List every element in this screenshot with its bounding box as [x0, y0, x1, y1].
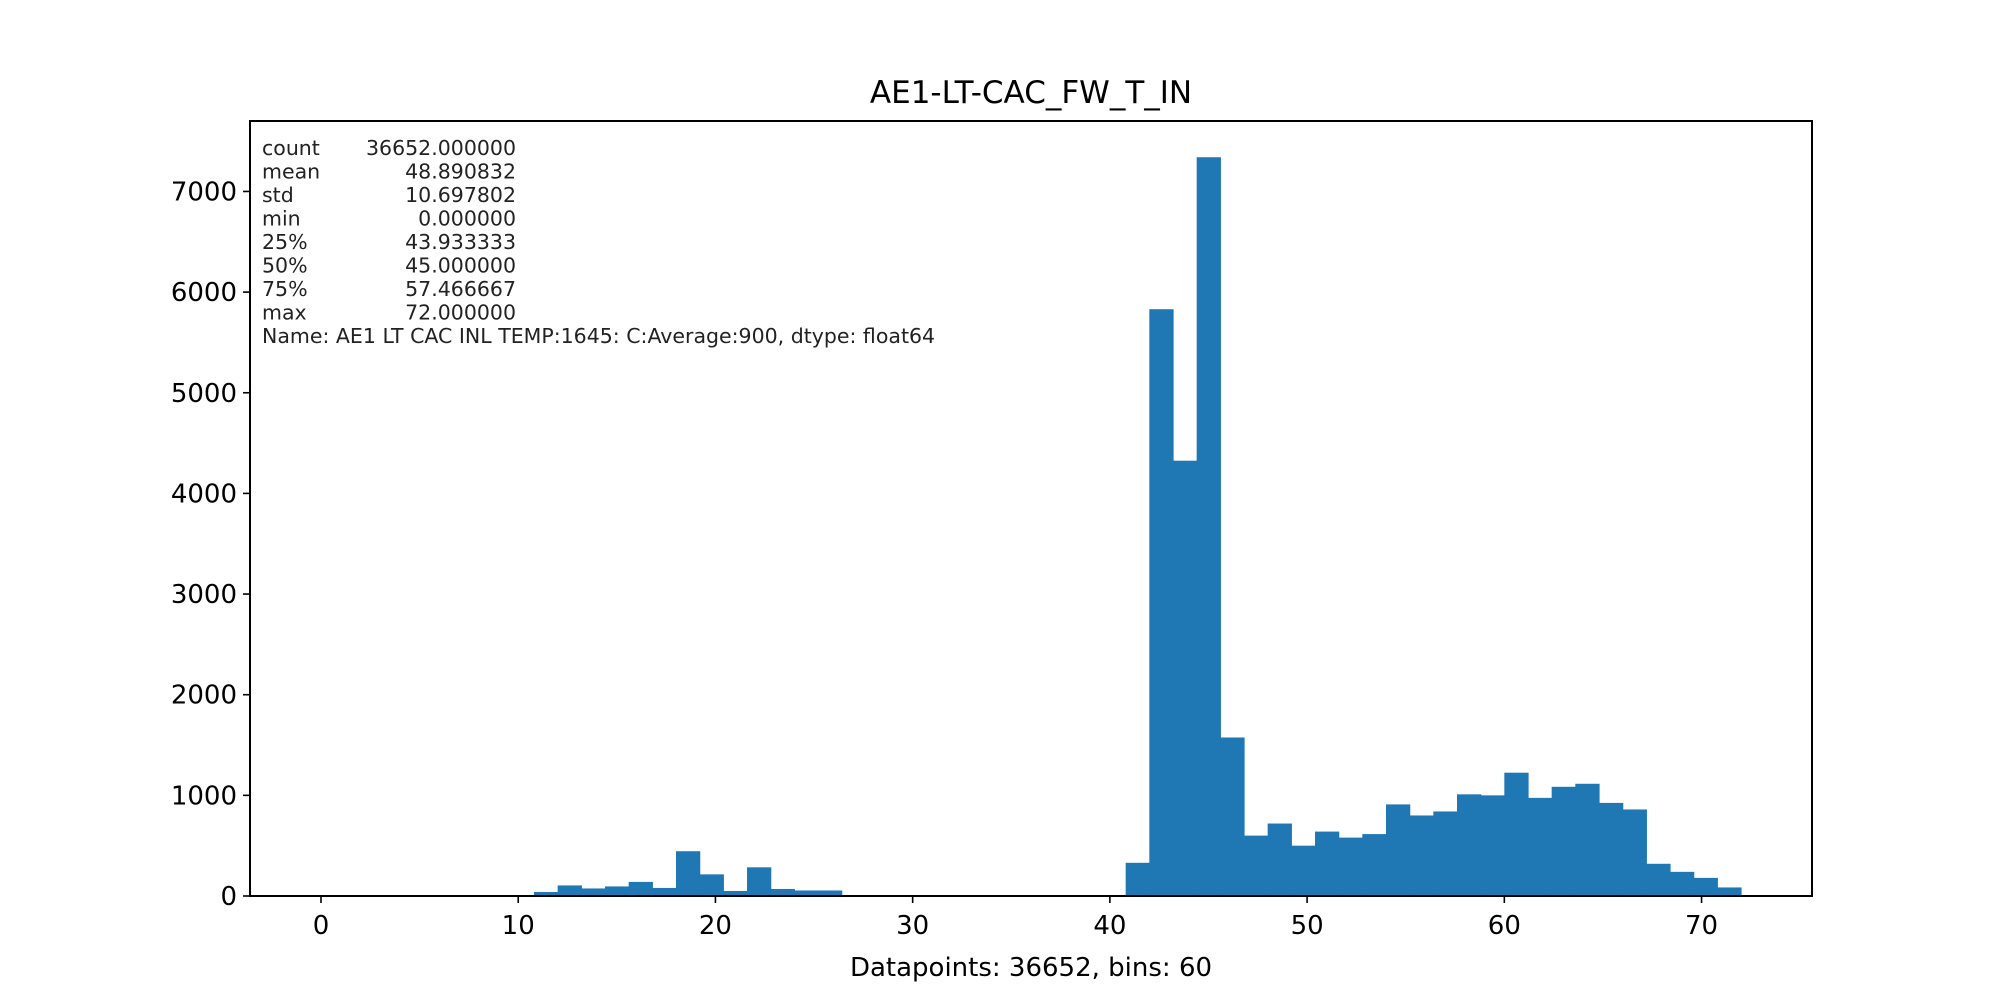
histogram-bar [1267, 823, 1292, 896]
histogram-bar [557, 885, 582, 896]
histogram-bar [534, 891, 559, 896]
histogram-bar [699, 874, 724, 896]
x-tick-label: 30 [896, 911, 929, 941]
stats-label: max [262, 301, 307, 325]
stats-label: 75% [262, 277, 308, 301]
y-tick-label: 0 [220, 882, 237, 912]
y-tick-label: 6000 [171, 278, 237, 308]
histogram-bar [628, 881, 653, 896]
histogram-bar [1244, 835, 1269, 896]
stats-label: mean [262, 160, 320, 184]
histogram-bar [1315, 831, 1340, 896]
histogram-bar [1149, 309, 1174, 896]
y-axis-ticks: 0 1000 2000 3000 4000 5000 6000 7000 [171, 177, 250, 912]
histogram-bar [652, 887, 677, 896]
stats-label: count [262, 136, 320, 160]
chart-title: AE1-LT-CAC_FW_T_IN [870, 75, 1192, 111]
histogram-bar [818, 890, 843, 896]
histogram-bar [1125, 862, 1150, 896]
x-tick-label: 60 [1488, 911, 1521, 941]
histogram-bar [1551, 786, 1576, 896]
histogram-bar [581, 888, 606, 896]
stats-value: 72.000000 [405, 301, 516, 325]
y-tick-label: 2000 [171, 681, 237, 711]
histogram-bars [534, 157, 1742, 896]
histogram-bar [676, 851, 701, 896]
x-tick-label: 50 [1291, 911, 1324, 941]
histogram-bar [1409, 815, 1434, 896]
x-tick-label: 0 [313, 911, 330, 941]
histogram-bar [1480, 795, 1505, 896]
stats-label: 25% [262, 230, 308, 254]
histogram-bar [1291, 845, 1316, 896]
y-tick-label: 4000 [171, 479, 237, 509]
histogram-bar [605, 886, 630, 896]
stats-value: 10.697802 [405, 183, 516, 207]
histogram-bar [770, 888, 795, 896]
x-tick-label: 40 [1093, 911, 1126, 941]
stats-value: 45.000000 [405, 254, 516, 278]
stats-value: 48.890832 [405, 160, 516, 184]
histogram-bar [1693, 877, 1718, 896]
stats-label: std [262, 183, 294, 207]
histogram-bar [1362, 834, 1387, 896]
y-tick-label: 1000 [171, 781, 237, 811]
x-axis-ticks: 0 10 20 30 40 50 60 70 [313, 896, 1718, 941]
stats-value: 36652.000000 [366, 136, 516, 160]
x-tick-label: 70 [1685, 911, 1718, 941]
stats-footer: Name: AE1 LT CAC INL TEMP:1645: C:Averag… [262, 324, 935, 348]
histogram-bar [747, 867, 772, 896]
histogram-bar [1599, 802, 1624, 896]
histogram-bar [1433, 811, 1458, 896]
x-tick-label: 20 [699, 911, 732, 941]
histogram-bar [1457, 794, 1482, 896]
histogram-bar [1338, 837, 1363, 896]
histogram-bar [1220, 737, 1245, 896]
y-tick-label: 5000 [171, 379, 237, 409]
stats-value: 57.466667 [405, 277, 516, 301]
x-tick-label: 10 [502, 911, 535, 941]
histogram-bar [1504, 772, 1529, 896]
stats-label: 50% [262, 254, 308, 278]
histogram-bar [723, 890, 748, 896]
histogram-bar [1173, 460, 1198, 896]
histogram-bar [1196, 157, 1221, 896]
y-tick-label: 7000 [171, 177, 237, 207]
histogram-bar [1575, 783, 1600, 896]
histogram-bar [1646, 863, 1671, 896]
stats-value: 0.000000 [418, 207, 516, 231]
histogram-bar [1670, 871, 1695, 896]
histogram-bar [1717, 887, 1742, 896]
histogram-bar [1528, 797, 1553, 896]
histogram-bar [794, 890, 819, 896]
stats-value: 43.933333 [405, 230, 516, 254]
histogram-bar [1622, 809, 1647, 896]
x-axis-label: Datapoints: 36652, bins: 60 [850, 953, 1212, 983]
histogram-bar [1386, 804, 1411, 896]
plot-frame [249, 120, 1813, 897]
y-tick-label: 3000 [171, 580, 237, 610]
stats-label: min [262, 207, 301, 231]
statistics-annotation: count 36652.000000 mean 48.890832 std 10.6978… [262, 136, 935, 348]
